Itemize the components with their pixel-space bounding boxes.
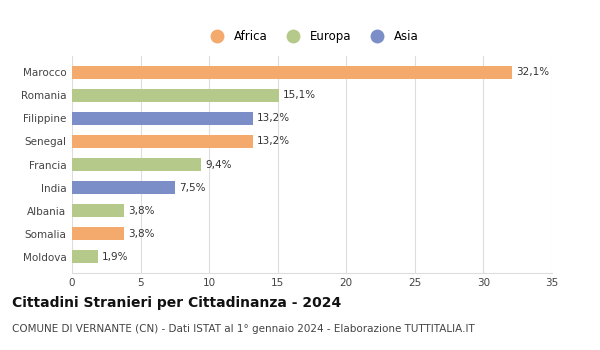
Bar [72,181,175,194]
Bar [72,204,124,217]
Text: 7,5%: 7,5% [179,183,205,193]
Text: 3,8%: 3,8% [128,229,155,239]
Bar [72,112,253,125]
Bar [72,251,98,263]
Text: 13,2%: 13,2% [257,113,290,123]
Bar [72,158,201,171]
Text: 32,1%: 32,1% [517,67,550,77]
Text: 3,8%: 3,8% [128,206,155,216]
Bar [72,89,279,102]
Text: COMUNE DI VERNANTE (CN) - Dati ISTAT al 1° gennaio 2024 - Elaborazione TUTTITALI: COMUNE DI VERNANTE (CN) - Dati ISTAT al … [12,324,475,334]
Bar [72,135,253,148]
Text: 15,1%: 15,1% [283,90,316,100]
Bar [72,66,512,78]
Text: 9,4%: 9,4% [205,160,232,169]
Text: 1,9%: 1,9% [102,252,128,262]
Text: 13,2%: 13,2% [257,136,290,146]
Text: Cittadini Stranieri per Cittadinanza - 2024: Cittadini Stranieri per Cittadinanza - 2… [12,296,341,310]
Legend: Africa, Europa, Asia: Africa, Europa, Asia [203,28,421,46]
Bar [72,228,124,240]
